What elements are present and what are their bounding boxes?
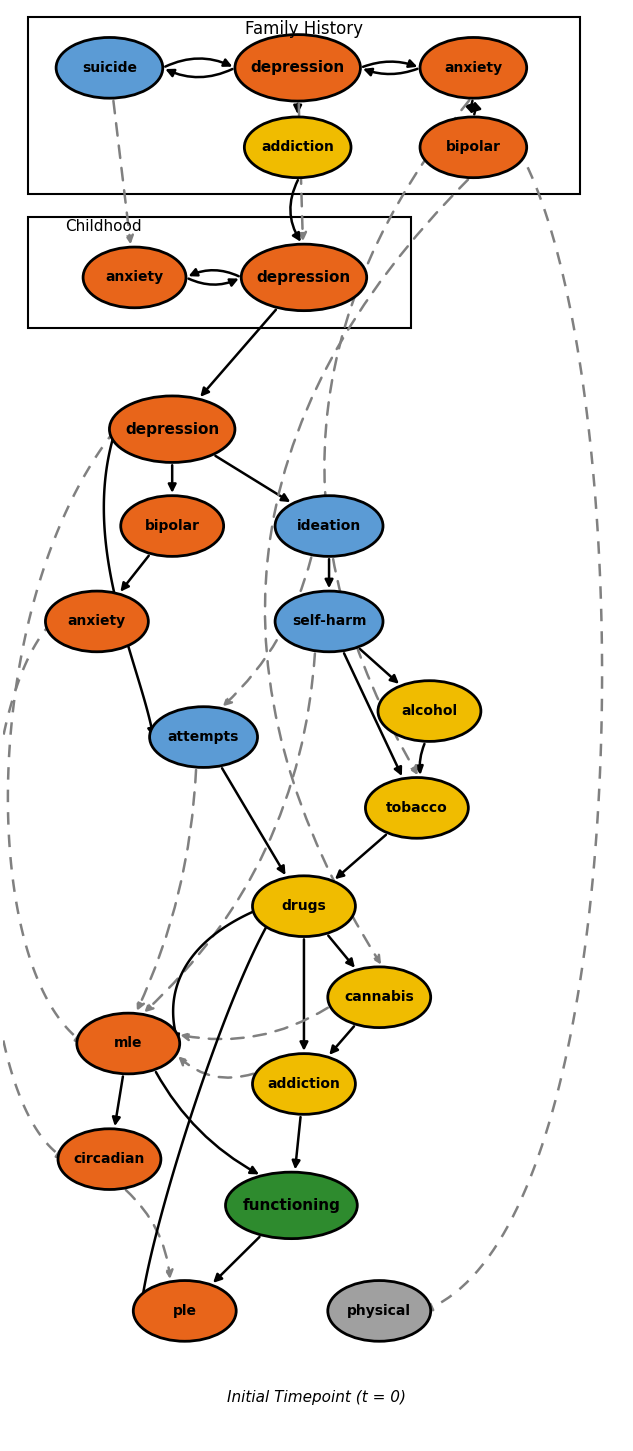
FancyArrowPatch shape (416, 744, 425, 772)
Ellipse shape (275, 591, 383, 651)
Text: addiction: addiction (268, 1077, 341, 1091)
FancyArrowPatch shape (344, 653, 401, 773)
FancyArrowPatch shape (191, 270, 239, 276)
FancyArrowPatch shape (291, 180, 299, 239)
Ellipse shape (77, 1013, 180, 1074)
FancyArrowPatch shape (183, 1008, 328, 1040)
Text: addiction: addiction (261, 141, 334, 154)
FancyArrowPatch shape (165, 58, 230, 67)
Ellipse shape (149, 707, 258, 768)
Ellipse shape (83, 247, 186, 308)
FancyArrowPatch shape (360, 649, 397, 682)
Text: attempts: attempts (168, 730, 239, 744)
FancyArrowPatch shape (222, 768, 284, 872)
FancyArrowPatch shape (301, 939, 307, 1048)
FancyArrowPatch shape (467, 100, 473, 112)
FancyArrowPatch shape (169, 466, 175, 490)
Text: anxiety: anxiety (106, 270, 163, 284)
Ellipse shape (253, 1053, 355, 1114)
FancyArrowPatch shape (180, 1058, 253, 1078)
FancyArrowPatch shape (215, 456, 288, 501)
Text: ideation: ideation (297, 519, 361, 533)
Ellipse shape (244, 118, 351, 177)
FancyArrowPatch shape (363, 61, 415, 67)
Ellipse shape (365, 778, 468, 839)
Text: anxiety: anxiety (444, 61, 503, 75)
Text: tobacco: tobacco (386, 801, 448, 815)
Text: circadian: circadian (74, 1152, 145, 1167)
Ellipse shape (46, 591, 148, 651)
Text: alcohol: alcohol (401, 704, 458, 718)
FancyArrowPatch shape (215, 1236, 260, 1281)
FancyArrowPatch shape (225, 557, 311, 705)
Bar (28, 216, 411, 328)
FancyArrowPatch shape (113, 1077, 123, 1123)
Ellipse shape (58, 1129, 161, 1190)
Text: mle: mle (114, 1036, 142, 1051)
FancyArrowPatch shape (324, 100, 469, 773)
Ellipse shape (235, 35, 360, 102)
FancyArrowPatch shape (156, 1072, 256, 1172)
Ellipse shape (378, 681, 481, 741)
FancyArrowPatch shape (366, 68, 417, 75)
FancyArrowPatch shape (337, 834, 386, 878)
FancyArrowPatch shape (189, 279, 236, 286)
Ellipse shape (275, 496, 383, 556)
FancyArrowPatch shape (265, 180, 468, 962)
Text: bipolar: bipolar (446, 141, 501, 154)
Ellipse shape (241, 244, 367, 311)
Text: depression: depression (257, 270, 351, 284)
Text: Family History: Family History (245, 20, 363, 38)
Ellipse shape (420, 38, 527, 99)
Ellipse shape (420, 118, 527, 177)
Text: drugs: drugs (282, 900, 327, 913)
Text: ple: ple (173, 1304, 197, 1318)
FancyArrowPatch shape (202, 309, 276, 395)
Ellipse shape (110, 396, 235, 463)
Text: Initial Timepoint (t = 0): Initial Timepoint (t = 0) (227, 1390, 406, 1405)
Text: physical: physical (348, 1304, 411, 1318)
Ellipse shape (56, 38, 163, 99)
Ellipse shape (225, 1172, 357, 1239)
FancyArrowPatch shape (146, 653, 315, 1010)
FancyArrowPatch shape (122, 556, 149, 589)
FancyArrowPatch shape (113, 102, 133, 242)
Text: bipolar: bipolar (145, 519, 199, 533)
FancyArrowPatch shape (138, 770, 196, 1008)
FancyArrowPatch shape (473, 103, 480, 115)
Ellipse shape (328, 1281, 430, 1341)
FancyArrowPatch shape (293, 1117, 301, 1167)
Text: depression: depression (251, 61, 345, 75)
Text: anxiety: anxiety (68, 614, 126, 628)
Text: functioning: functioning (242, 1199, 341, 1213)
FancyArrowPatch shape (326, 559, 332, 586)
Ellipse shape (253, 876, 355, 936)
FancyArrowPatch shape (299, 104, 306, 238)
FancyArrowPatch shape (126, 1190, 172, 1277)
Text: self-harm: self-harm (292, 614, 367, 628)
FancyArrowPatch shape (331, 1026, 354, 1053)
Ellipse shape (134, 1281, 236, 1341)
Text: suicide: suicide (82, 61, 137, 75)
Text: cannabis: cannabis (344, 990, 414, 1004)
Bar (28, 17, 580, 193)
FancyArrowPatch shape (294, 104, 301, 112)
Ellipse shape (121, 496, 223, 556)
FancyArrowPatch shape (329, 936, 353, 966)
Text: depression: depression (125, 422, 219, 437)
Text: Childhood: Childhood (65, 219, 142, 234)
Ellipse shape (328, 966, 430, 1027)
FancyArrowPatch shape (168, 70, 232, 77)
